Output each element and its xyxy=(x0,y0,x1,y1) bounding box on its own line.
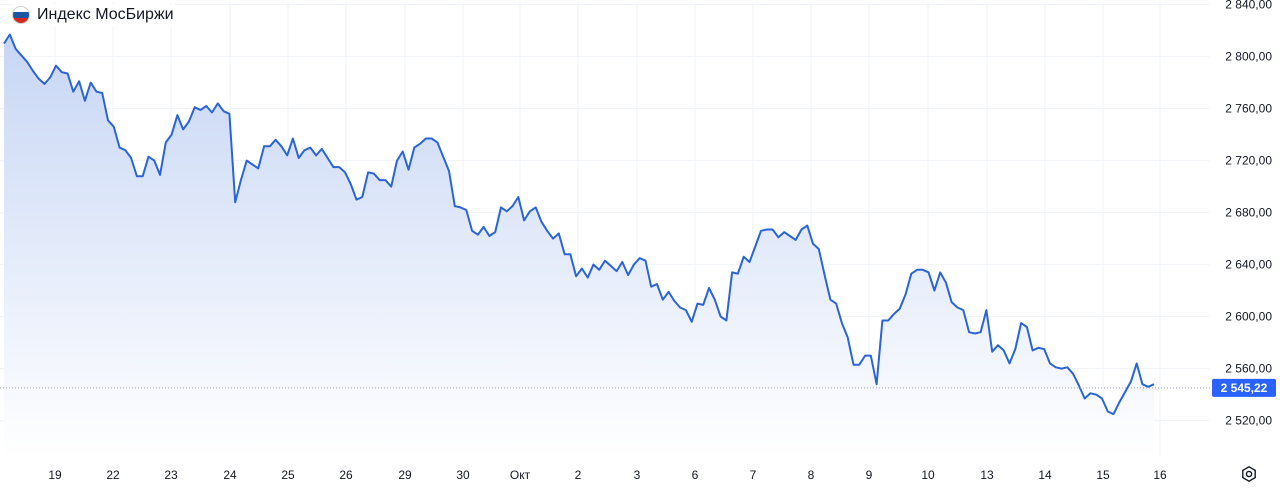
price-line xyxy=(3,33,1155,416)
chart-settings-button[interactable] xyxy=(1238,463,1260,485)
x-tick-label: 26 xyxy=(339,468,353,482)
y-tick-label: 2 720,00 xyxy=(1225,154,1272,168)
x-tick-label: 7 xyxy=(750,468,757,482)
y-tick-label: 2 840,00 xyxy=(1225,0,1272,12)
x-tick-label: 8 xyxy=(808,468,815,482)
price-line-layer xyxy=(3,33,1155,416)
x-tick-label: 15 xyxy=(1096,468,1110,482)
x-axis: 19 22 23 24 25 26 29 30 Окт 2 3 6 7 8 9 10 13 14 15 16 xyxy=(48,468,1167,482)
gear-icon xyxy=(1242,465,1256,483)
x-tick-label: 16 xyxy=(1153,468,1167,482)
x-tick-label: 14 xyxy=(1038,468,1052,482)
x-tick-label: 10 xyxy=(921,468,935,482)
x-tick-label: Окт xyxy=(510,468,531,482)
x-tick-label: 29 xyxy=(398,468,412,482)
area-fill-layer xyxy=(4,34,1154,457)
area-fill xyxy=(4,34,1154,457)
y-tick-label: 2 560,00 xyxy=(1225,362,1272,376)
x-tick-label: 9 xyxy=(866,468,873,482)
chart-title: Индекс МосБиржи xyxy=(37,6,174,23)
y-tick-label: 2 640,00 xyxy=(1225,258,1272,272)
x-tick-label: 19 xyxy=(48,468,62,482)
last-price-marker: 2 545,22 xyxy=(0,378,1276,397)
x-tick-label: 3 xyxy=(634,468,641,482)
x-tick-label: 24 xyxy=(223,468,237,482)
last-price-label: 2 545,22 xyxy=(1221,381,1268,395)
x-tick-label: 13 xyxy=(980,468,994,482)
x-tick-label: 22 xyxy=(106,468,120,482)
chart-title-bar: Индекс МосБиржи xyxy=(12,4,174,26)
russia-flag-icon xyxy=(12,6,30,24)
x-tick-label: 30 xyxy=(456,468,470,482)
x-tick-label: 6 xyxy=(692,468,699,482)
y-tick-label: 2 520,00 xyxy=(1225,414,1272,428)
x-tick-label: 25 xyxy=(281,468,295,482)
y-tick-label: 2 800,00 xyxy=(1225,50,1272,64)
y-tick-label: 2 760,00 xyxy=(1225,102,1272,116)
y-tick-label: 2 680,00 xyxy=(1225,206,1272,220)
y-tick-label: 2 600,00 xyxy=(1225,310,1272,324)
x-tick-label: 23 xyxy=(164,468,178,482)
last-price-badge xyxy=(1212,378,1276,397)
y-axis: 2 840,00 2 800,00 2 760,00 2 720,00 2 680,00… xyxy=(1225,0,1272,428)
x-tick-label: 2 xyxy=(575,468,582,482)
